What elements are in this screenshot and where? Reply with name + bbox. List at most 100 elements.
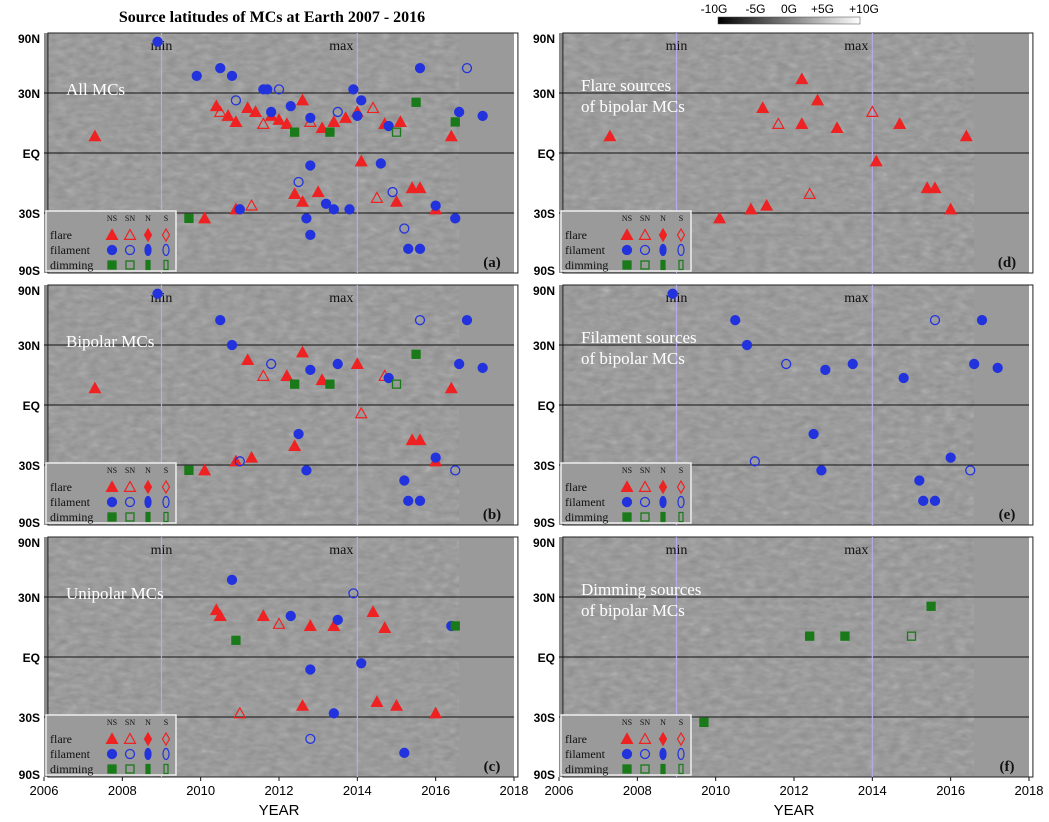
filament-marker — [301, 213, 312, 224]
legend-column: SN — [640, 214, 650, 223]
filament-marker — [234, 456, 245, 467]
y-tick-label: 30S — [534, 711, 555, 725]
filament-marker — [226, 574, 238, 586]
legend-row-dimming: dimming — [565, 258, 608, 272]
filament-marker — [344, 204, 355, 215]
y-tick-label: 30N — [533, 87, 555, 101]
legend-row-filament: filament — [50, 747, 91, 761]
filament-marker — [677, 495, 685, 509]
flare-marker — [658, 227, 668, 243]
max-label: max — [844, 291, 868, 306]
y-tick-label: EQ — [23, 399, 40, 413]
flare-marker — [389, 699, 404, 711]
filament-marker — [781, 358, 792, 370]
filament-marker — [659, 243, 667, 257]
filament-marker — [285, 100, 296, 112]
flare-marker — [893, 117, 907, 129]
flare-marker — [389, 195, 404, 207]
panel-letter: (d) — [998, 255, 1016, 271]
filament-marker — [356, 95, 367, 106]
legend-row-dimming: dimming — [50, 258, 93, 272]
filament-marker — [106, 244, 118, 256]
filament-marker — [898, 372, 909, 384]
flare-marker — [123, 480, 137, 492]
filament-marker — [144, 747, 152, 761]
panel-letter: (f) — [1000, 759, 1015, 775]
filament-marker — [639, 244, 651, 256]
y-tick-label: 90N — [533, 32, 555, 46]
filament-marker — [328, 708, 339, 719]
flare-marker — [295, 93, 310, 106]
y-tick-label: 30N — [18, 339, 40, 353]
legend-column: S — [679, 466, 683, 475]
filament-marker — [914, 475, 925, 486]
flare-marker — [161, 479, 171, 495]
x-tick-label: 2006 — [30, 783, 59, 798]
filament-marker — [230, 95, 242, 106]
flare-marker — [354, 406, 368, 419]
dimming-marker — [163, 763, 169, 775]
flare-marker — [256, 609, 270, 621]
y-tick-label: 30S — [19, 459, 40, 473]
filament-marker — [348, 84, 359, 95]
flare-marker — [366, 605, 380, 618]
max-label: max — [844, 543, 868, 558]
legend-column: SN — [640, 466, 650, 475]
flare-marker — [920, 181, 934, 194]
filament-marker — [816, 465, 827, 476]
flare-marker — [248, 105, 263, 117]
dimming-marker — [699, 717, 709, 728]
flare-marker — [161, 731, 171, 747]
dimming-marker — [450, 117, 460, 127]
legend-row-filament: filament — [565, 243, 606, 257]
flare-marker — [405, 433, 419, 446]
flare-marker — [272, 113, 286, 125]
dimming-marker — [411, 97, 421, 107]
filament-marker — [124, 748, 136, 760]
dimming-marker — [678, 259, 684, 271]
filament-marker — [152, 36, 163, 47]
dimming-marker — [660, 511, 666, 523]
dimming-marker — [290, 379, 300, 389]
filament-marker — [106, 748, 118, 760]
legend-column: NS — [622, 466, 632, 475]
filament-marker — [945, 452, 956, 463]
dimming-marker — [622, 764, 632, 774]
flare-marker — [339, 111, 353, 123]
flare-marker — [803, 187, 817, 200]
flare-marker — [143, 731, 153, 747]
y-tick-label: EQ — [538, 651, 555, 665]
filament-marker — [741, 339, 753, 351]
filament-marker — [477, 110, 488, 122]
filament-marker — [124, 244, 136, 256]
legend-row-dimming: dimming — [50, 510, 93, 524]
y-tick-label: 30N — [18, 87, 40, 101]
dimming-marker — [325, 127, 335, 137]
x-tick-label: 2012 — [265, 783, 294, 798]
x-tick-label: 2008 — [623, 783, 652, 798]
flare-marker — [444, 381, 458, 394]
dimming-marker — [145, 511, 151, 523]
filament-marker — [403, 495, 414, 506]
colorbar-label: -5G — [745, 2, 765, 16]
flare-marker — [288, 439, 302, 452]
x-tick-label: 2016 — [421, 783, 450, 798]
x-tick-label: 2018 — [1015, 783, 1044, 798]
filament-marker — [399, 223, 410, 234]
flare-marker — [88, 129, 102, 142]
panel-letter: (c) — [484, 759, 501, 775]
filament-marker — [639, 496, 651, 508]
y-tick-label: 90N — [533, 284, 555, 298]
filament-marker — [730, 314, 741, 326]
filament-marker — [414, 314, 426, 326]
filament-marker — [820, 364, 831, 376]
y-tick-label: 30S — [19, 207, 40, 221]
flare-marker — [429, 706, 443, 719]
colorbar-label: 0G — [781, 2, 797, 16]
colorbar-label: +5G — [811, 2, 834, 16]
filament-marker — [266, 358, 277, 370]
dimming-marker — [125, 260, 135, 270]
